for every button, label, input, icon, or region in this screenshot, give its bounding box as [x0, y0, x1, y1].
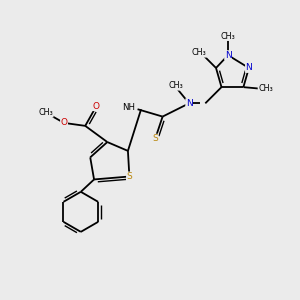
Text: CH₃: CH₃ [169, 81, 183, 90]
Text: CH₃: CH₃ [38, 108, 53, 117]
Text: N: N [186, 99, 193, 108]
Text: CH₃: CH₃ [192, 48, 207, 57]
Text: NH: NH [122, 103, 135, 112]
Text: O: O [92, 102, 99, 111]
Text: CH₃: CH₃ [258, 84, 273, 93]
Text: N: N [245, 64, 252, 73]
Text: N: N [225, 51, 231, 60]
Text: CH₃: CH₃ [221, 32, 236, 40]
Text: O: O [61, 118, 68, 127]
Text: S: S [152, 134, 158, 143]
Text: S: S [127, 172, 132, 181]
